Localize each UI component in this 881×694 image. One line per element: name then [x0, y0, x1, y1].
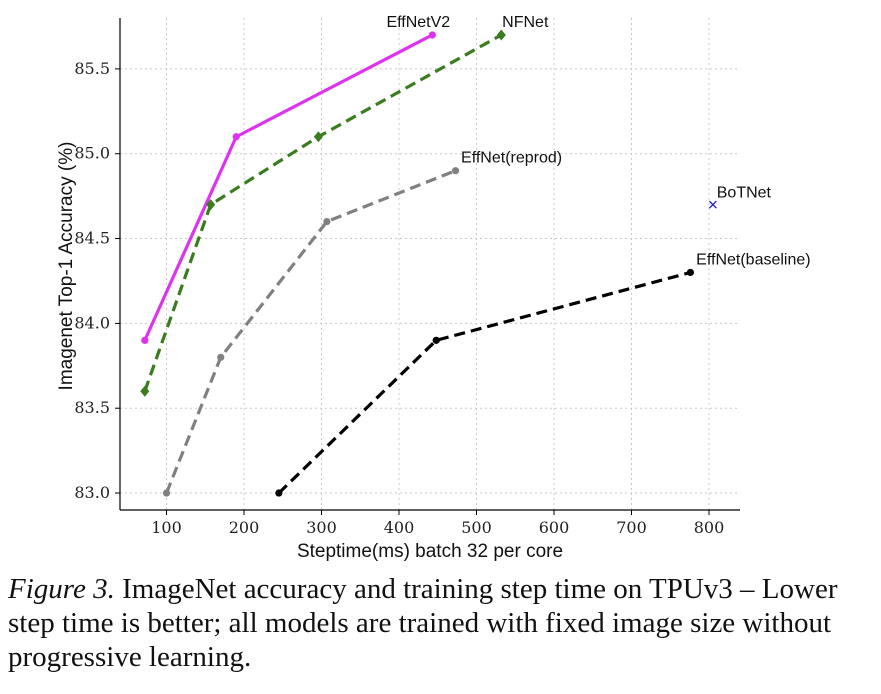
effnet-reprod-point	[163, 489, 170, 496]
effnet-reprod-point	[217, 354, 224, 361]
series-layer: EffNetV2 NFNet EffNet(reprod) EffNet(baseli…	[140, 14, 810, 497]
y-tick-label: 83.5	[74, 398, 110, 417]
effnetv2-point	[141, 337, 148, 344]
chart: 100 200 300 400 500 600 700 800 83.0 83.5 84.0 84.…	[0, 0, 881, 565]
y-tick-label: 84.0	[74, 313, 110, 332]
x-tick-label: 200	[229, 518, 260, 537]
series-effnetv2: EffNetV2	[141, 14, 450, 344]
x-tick-label: 800	[694, 518, 725, 537]
x-tick-label: 500	[461, 518, 492, 537]
x-ticks: 100 200 300 400 500 600 700 800	[151, 510, 724, 537]
effnet-baseline-point	[433, 337, 440, 344]
series-effnet-baseline: EffNet(baseline)	[275, 251, 810, 496]
nfnet-point	[497, 29, 506, 40]
botnet-label: BoTNet	[717, 185, 772, 202]
x-tick-label: 100	[151, 518, 182, 537]
y-tick-label: 85.5	[74, 59, 110, 78]
effnet-baseline-line	[279, 272, 691, 493]
x-tick-label: 400	[384, 518, 415, 537]
axes	[120, 18, 740, 510]
figure-caption: Figure 3. ImageNet accuracy and training…	[8, 572, 876, 674]
x-tick-label: 300	[306, 518, 337, 537]
series-nfnet: NFNet	[140, 14, 549, 397]
effnetv2-label: EffNetV2	[386, 14, 450, 31]
x-axis-label: Steptime(ms) batch 32 per core	[297, 541, 563, 562]
effnetv2-point	[429, 31, 436, 38]
y-tick-label: 85.0	[74, 144, 110, 163]
y-axis-label: Imagenet Top-1 Accuracy (%)	[56, 142, 77, 391]
series-effnet-reprod: EffNet(reprod)	[163, 150, 562, 497]
effnet-baseline-label: EffNet(baseline)	[696, 251, 810, 268]
botnet-point	[709, 201, 716, 208]
x-tick-label: 600	[539, 518, 570, 537]
x-tick-label: 700	[616, 518, 647, 537]
effnetv2-point	[233, 133, 240, 140]
effnetv2-line	[145, 35, 433, 340]
y-ticks: 83.0 83.5 84.0 84.5 85.0 85.5	[74, 59, 120, 502]
y-tick-label: 83.0	[74, 483, 110, 502]
effnet-reprod-label: EffNet(reprod)	[461, 150, 562, 167]
effnet-baseline-point	[687, 269, 694, 276]
grid	[120, 18, 740, 510]
nfnet-point	[140, 386, 149, 397]
series-botnet: BoTNet	[709, 185, 771, 209]
effnet-reprod-point	[323, 218, 330, 225]
nfnet-label: NFNet	[502, 14, 549, 31]
caption-text: ImageNet accuracy and training step time…	[8, 573, 837, 673]
nfnet-point	[314, 131, 323, 142]
effnet-baseline-point	[275, 489, 282, 496]
effnet-reprod-point	[452, 167, 459, 174]
effnet-reprod-line	[167, 171, 456, 493]
figure-label: Figure 3.	[8, 573, 115, 605]
y-tick-label: 84.5	[74, 229, 110, 248]
